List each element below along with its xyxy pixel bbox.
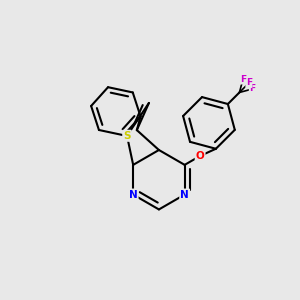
Text: S: S	[123, 131, 131, 141]
Text: N: N	[180, 190, 189, 200]
Text: O: O	[196, 151, 205, 161]
Text: F: F	[249, 85, 255, 94]
Text: F: F	[240, 75, 246, 84]
Text: N: N	[129, 190, 138, 200]
Text: F: F	[246, 79, 252, 88]
